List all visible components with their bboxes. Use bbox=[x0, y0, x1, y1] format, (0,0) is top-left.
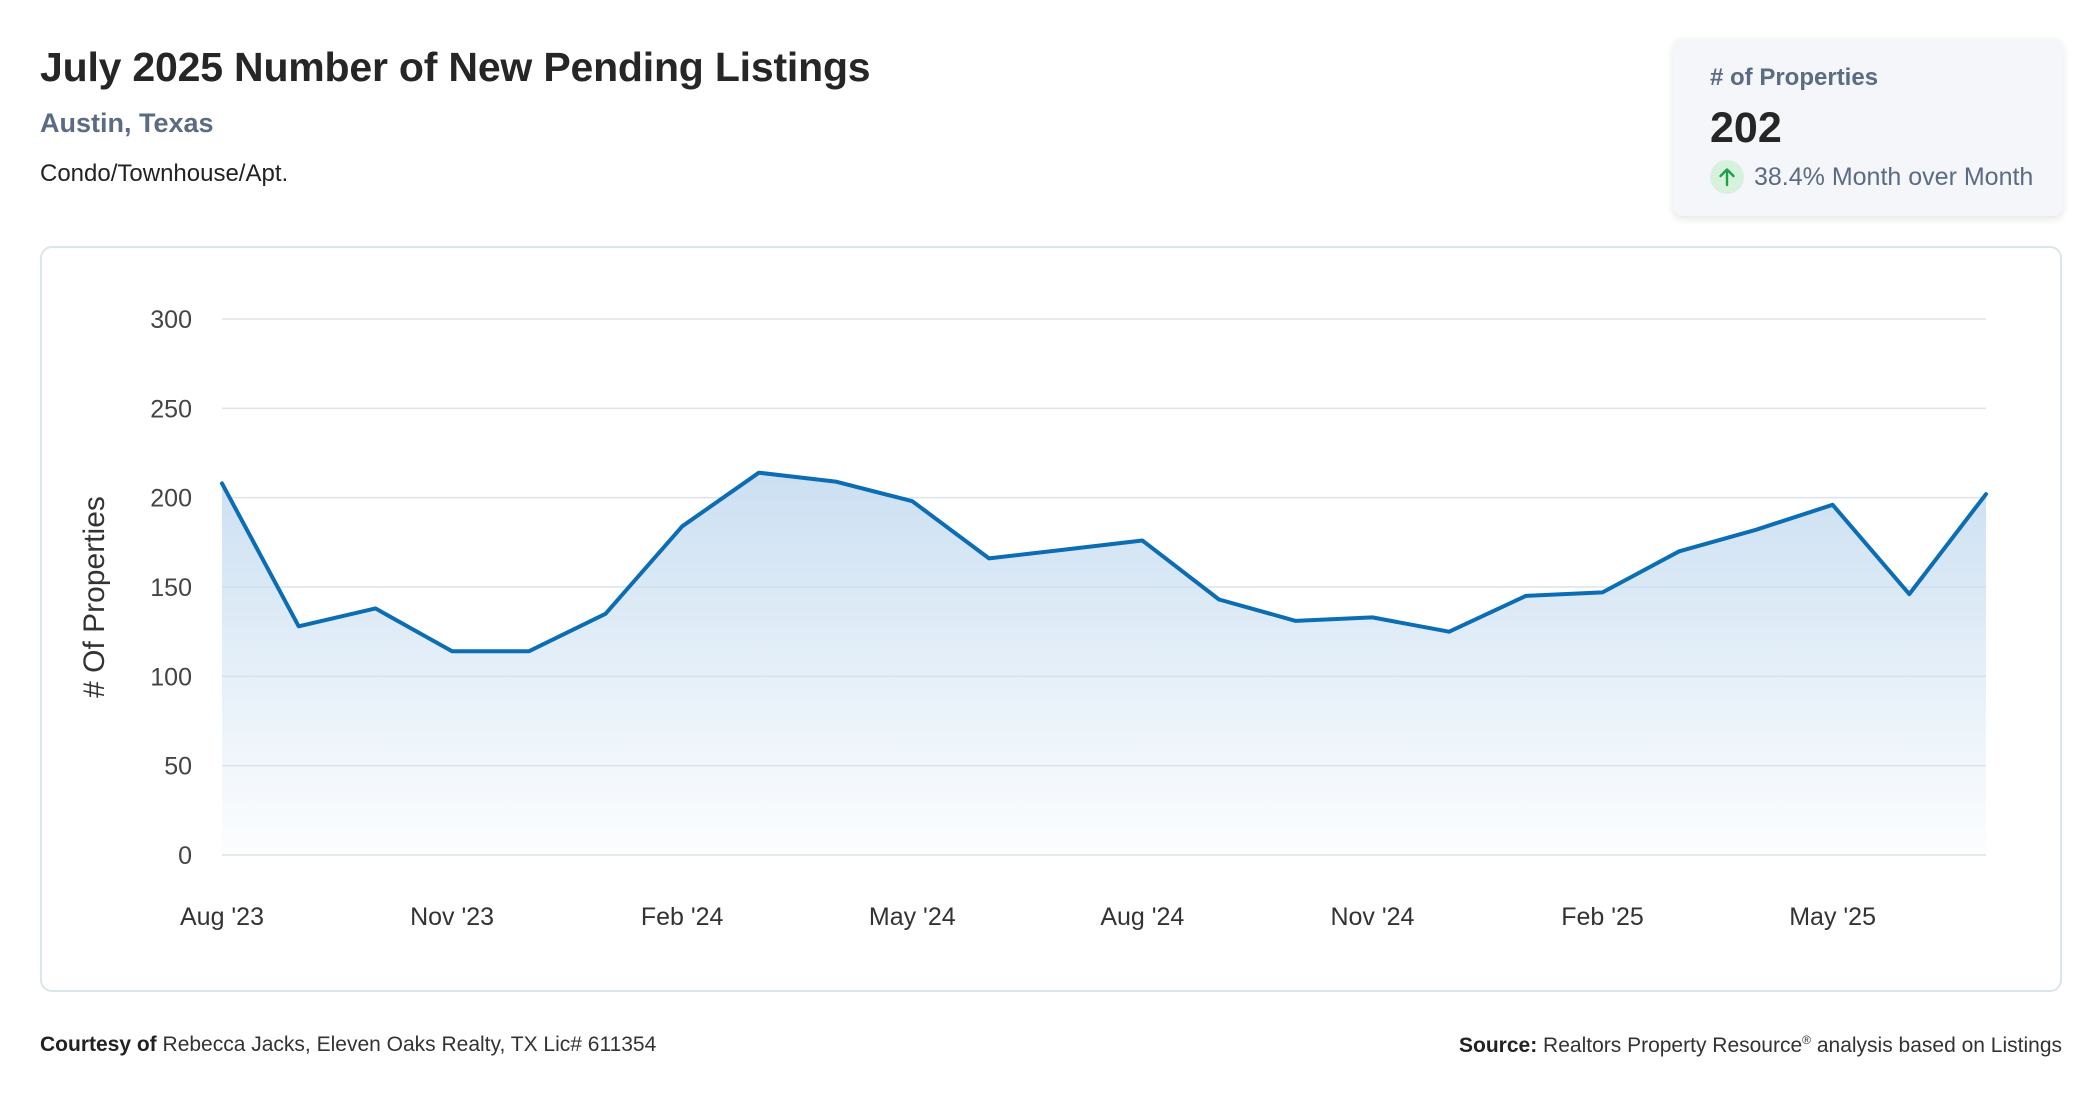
y-tick-labels: 0 50 100 150 200 250 300 bbox=[150, 306, 192, 870]
y-tick-label: 200 bbox=[150, 485, 192, 513]
source-label: Source: bbox=[1459, 1034, 1538, 1057]
y-tick-label: 300 bbox=[150, 306, 192, 334]
chart-panel: 0 50 100 150 200 250 300 Aug '23 Nov '23 Feb '24… bbox=[40, 246, 2062, 992]
area-fill-layer bbox=[222, 472, 1986, 855]
kpi-label: # of Properties bbox=[1710, 64, 1879, 91]
source-text: Realtors Property Resource bbox=[1543, 1034, 1803, 1057]
x-tick-label: May '24 bbox=[869, 903, 956, 931]
x-tick-label: Aug '23 bbox=[180, 903, 264, 931]
y-tick-label: 150 bbox=[150, 574, 192, 602]
footer-courtesy: Courtesy of Rebecca Jacks, Eleven Oaks R… bbox=[40, 1033, 656, 1057]
registered-mark: ® bbox=[1802, 1033, 1811, 1047]
kpi-change: 38.4% Month over Month bbox=[1710, 160, 2033, 194]
kpi-change-text: 38.4% Month over Month bbox=[1754, 162, 2034, 191]
y-tick-label: 250 bbox=[150, 395, 192, 423]
source-suffix: analysis based on Listings bbox=[1816, 1034, 2062, 1057]
property-type-label: Condo/Townhouse/Apt. bbox=[40, 160, 289, 187]
page-title: July 2025 Number of New Pending Listings bbox=[40, 44, 871, 90]
kpi-value: 202 bbox=[1710, 104, 1782, 152]
x-tick-label: Feb '24 bbox=[641, 903, 724, 931]
x-tick-label: Feb '25 bbox=[1561, 903, 1644, 931]
location-subtitle: Austin, Texas bbox=[40, 108, 214, 138]
y-tick-label: 0 bbox=[178, 842, 192, 870]
kpi-card: # of Properties 202 38.4% Month over Mon… bbox=[1673, 38, 2063, 216]
x-tick-label: Aug '24 bbox=[1100, 903, 1184, 931]
courtesy-label: Courtesy of bbox=[40, 1033, 157, 1056]
x-tick-label: Nov '24 bbox=[1330, 903, 1414, 931]
area-fill bbox=[222, 472, 1986, 855]
series-line-layer bbox=[220, 470, 1988, 654]
x-tick-label: Nov '23 bbox=[410, 903, 494, 931]
footer-source: Source: Realtors Property Resource® anal… bbox=[1459, 1033, 2062, 1058]
x-tick-label: May '25 bbox=[1789, 903, 1876, 931]
y-axis-label: # Of Properties bbox=[78, 496, 111, 698]
chart-svg: 0 50 100 150 200 250 300 Aug '23 Nov '23 Feb '24… bbox=[78, 306, 1988, 931]
courtesy-text: Rebecca Jacks, Eleven Oaks Realty, TX Li… bbox=[162, 1033, 657, 1056]
arrow-up-icon bbox=[1710, 160, 1744, 194]
series-line bbox=[220, 470, 1988, 654]
x-tick-labels: Aug '23 Nov '23 Feb '24 May '24 Aug '24 Nov '… bbox=[180, 903, 1876, 931]
y-tick-label: 100 bbox=[150, 663, 192, 691]
y-tick-label: 50 bbox=[164, 753, 192, 781]
